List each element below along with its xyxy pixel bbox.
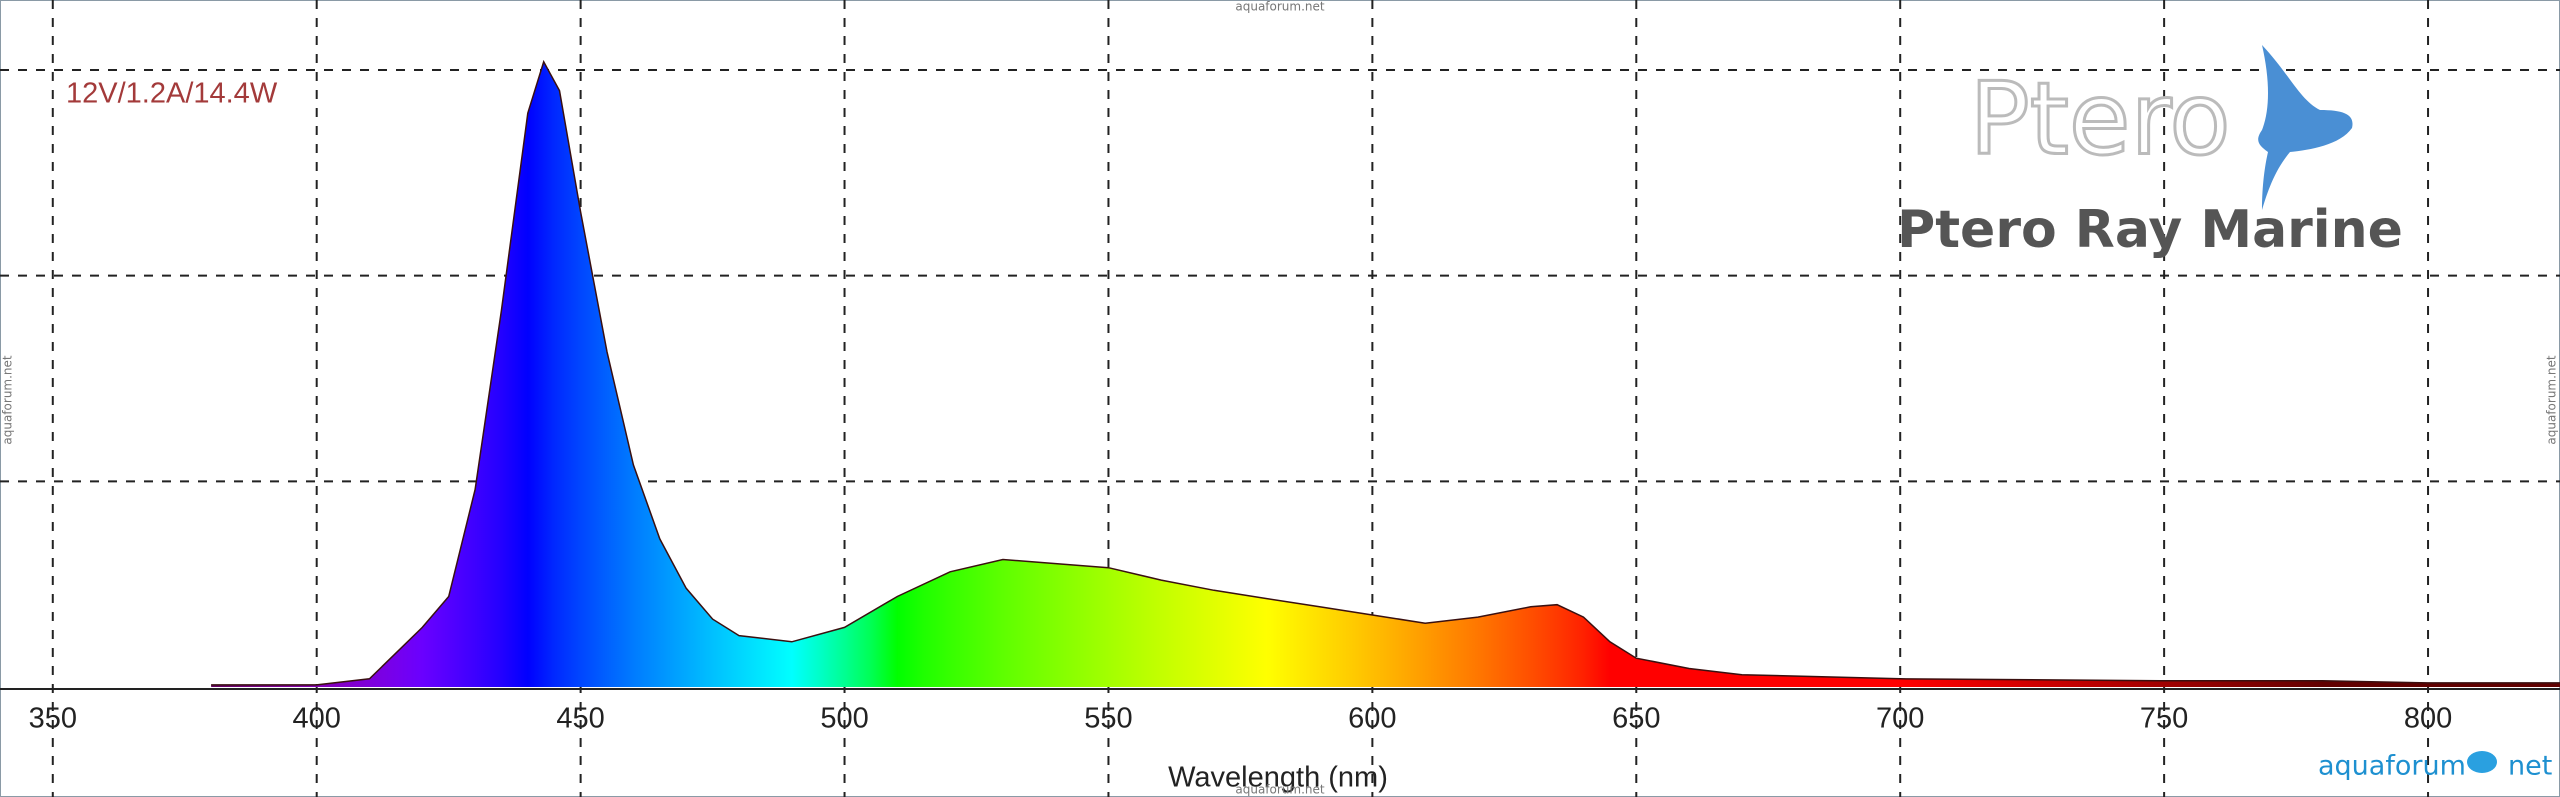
footer-logo: aquaforum <box>2318 751 2466 782</box>
line <box>211 59 2560 686</box>
x-tick-label: 650 <box>1612 703 1660 735</box>
annotation: 12V/1.2A/14.4W <box>66 78 278 110</box>
x-tick-label: 550 <box>1084 703 1132 735</box>
x-tick-label: 600 <box>1348 703 1396 735</box>
footer-logo: net <box>2508 751 2552 782</box>
x-tick-label: 800 <box>2404 703 2452 735</box>
brand: Ptero Ray Marine <box>1897 200 2403 260</box>
logo-fish <box>2258 45 2353 210</box>
x-tick-label: 700 <box>1876 703 1924 735</box>
area <box>211 61 2560 688</box>
watermark: aquaforum.net <box>1 355 15 445</box>
watermark: aquaforum.net <box>1235 783 1325 797</box>
watermark: aquaforum.net <box>2545 355 2559 445</box>
x-tick-label: 500 <box>820 703 868 735</box>
x-tick-label: 350 <box>29 703 77 735</box>
x-axis-label: Wavelength (nm) <box>1168 762 1388 794</box>
footer-fish <box>2467 751 2497 773</box>
watermark: aquaforum.net <box>1235 0 1325 14</box>
x-tick-label: 750 <box>2140 703 2188 735</box>
logo: Ptero <box>1969 60 2230 177</box>
x-tick-label: 400 <box>293 703 341 735</box>
x-tick-label: 450 <box>556 703 604 735</box>
